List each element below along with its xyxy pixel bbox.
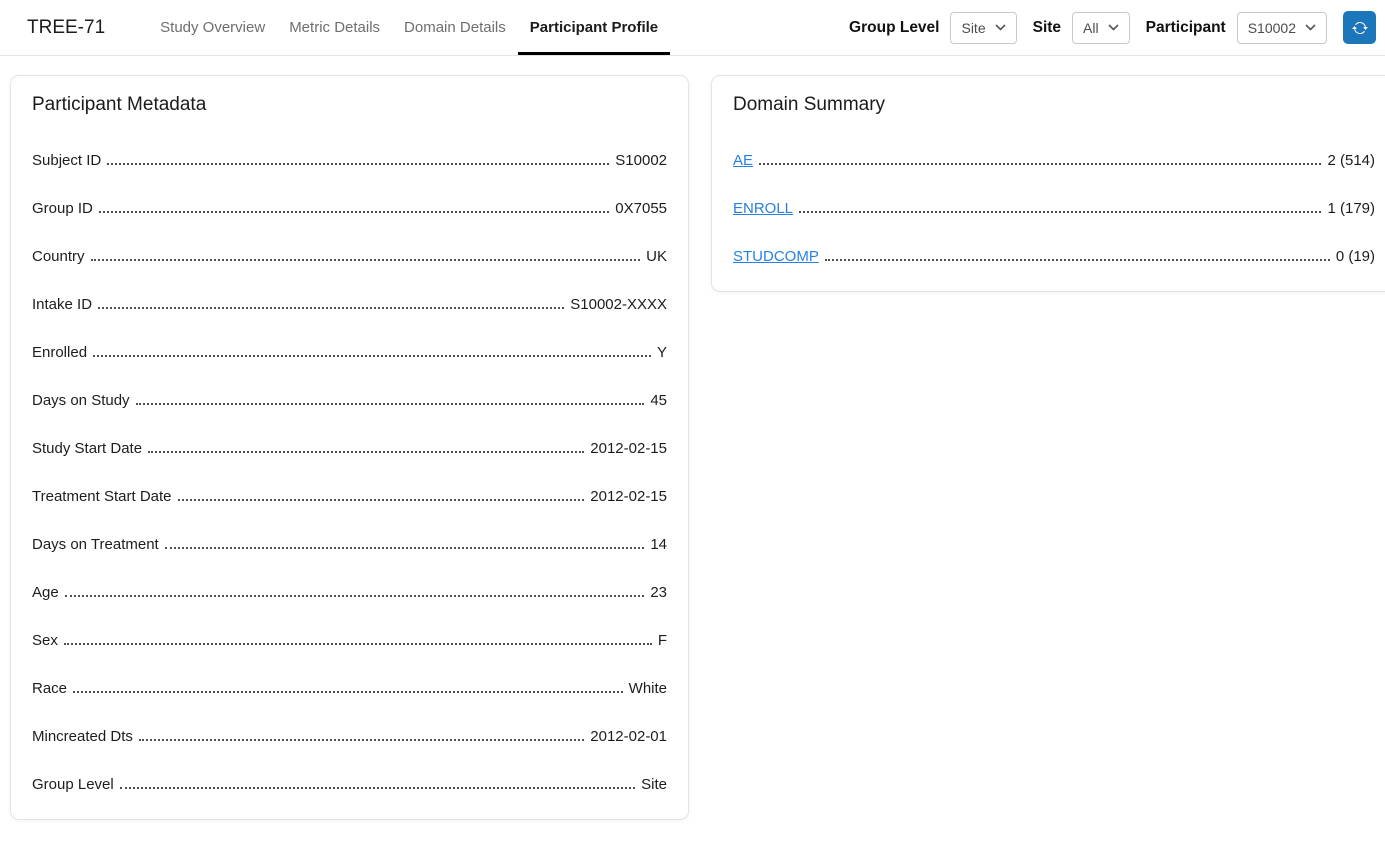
dotted-leader bbox=[824, 259, 1330, 261]
metadata-value: 23 bbox=[650, 584, 667, 601]
metadata-value: 2012-02-15 bbox=[590, 488, 667, 505]
metadata-label: Country bbox=[32, 248, 85, 265]
dotted-leader bbox=[177, 499, 585, 501]
domain-row: STUDCOMP 0 (19) bbox=[733, 233, 1375, 281]
participant-metadata-title: Participant Metadata bbox=[32, 94, 207, 115]
metadata-label: Mincreated Dts bbox=[32, 728, 133, 745]
metadata-row: Group ID 0X7055 bbox=[32, 185, 667, 233]
metadata-row: Mincreated Dts 2012-02-01 bbox=[32, 713, 667, 761]
domain-count: 2 (514) bbox=[1327, 152, 1375, 169]
dotted-leader bbox=[759, 163, 1322, 165]
metadata-row: Enrolled Y bbox=[32, 329, 667, 377]
metadata-value: Y bbox=[656, 344, 667, 361]
site-value: All bbox=[1083, 19, 1099, 36]
dotted-leader bbox=[164, 547, 645, 549]
group-level-label: Group Level bbox=[849, 18, 940, 36]
metadata-row: Age 23 bbox=[32, 569, 667, 617]
metadata-value: 0X7055 bbox=[615, 200, 667, 217]
metadata-row: Treatment Start Date 2012-02-15 bbox=[32, 473, 667, 521]
participant-value: S10002 bbox=[1247, 19, 1296, 36]
tab-metric-details[interactable]: Metric Details bbox=[289, 19, 381, 36]
metadata-row: Intake ID S10002-XXXX bbox=[32, 281, 667, 329]
metadata-label: Days on Study bbox=[32, 392, 130, 409]
metadata-row: Race White bbox=[32, 665, 667, 713]
metadata-label: Treatment Start Date bbox=[32, 488, 172, 505]
dotted-leader bbox=[119, 787, 636, 789]
tab-participant-profile[interactable]: Participant Profile bbox=[517, 0, 671, 55]
metadata-label: Group Level bbox=[32, 776, 114, 793]
dotted-leader bbox=[799, 211, 1322, 213]
dotted-leader bbox=[98, 307, 565, 309]
metadata-label: Intake ID bbox=[32, 296, 93, 313]
domain-summary-title: Domain Summary bbox=[733, 94, 886, 115]
dotted-leader bbox=[135, 403, 645, 405]
metadata-label: Subject ID bbox=[32, 152, 102, 169]
metadata-label: Age bbox=[32, 584, 59, 601]
chevron-down-icon bbox=[995, 24, 1006, 31]
main-content: Participant Metadata Subject ID S10002 G… bbox=[0, 56, 1385, 820]
metadata-label: Enrolled bbox=[32, 344, 88, 361]
metadata-value: Site bbox=[641, 776, 667, 793]
metadata-label: Race bbox=[32, 680, 68, 697]
domain-count: 0 (19) bbox=[1335, 248, 1375, 265]
dotted-leader bbox=[63, 643, 652, 645]
participant-filter: Participant S10002 bbox=[1145, 11, 1327, 44]
metadata-row: Group Level Site bbox=[32, 761, 667, 809]
participant-label: Participant bbox=[1145, 18, 1226, 36]
metadata-label: Sex bbox=[32, 632, 58, 649]
metadata-label: Group ID bbox=[32, 200, 93, 217]
participant-select[interactable]: S10002 bbox=[1236, 11, 1327, 44]
dotted-leader bbox=[64, 595, 645, 597]
domain-row: AE 2 (514) bbox=[733, 137, 1375, 185]
dotted-leader bbox=[73, 691, 623, 693]
dotted-leader bbox=[107, 163, 610, 165]
domain-link-studcomp[interactable]: STUDCOMP bbox=[733, 248, 819, 265]
nav-tabs: Study Overview Metric Details Domain Det… bbox=[148, 0, 671, 55]
metadata-row: Country UK bbox=[32, 233, 667, 281]
chevron-down-icon bbox=[1108, 24, 1119, 31]
metadata-row: Study Start Date 2012-02-15 bbox=[32, 425, 667, 473]
participant-metadata-card: Participant Metadata Subject ID S10002 G… bbox=[10, 75, 689, 820]
metadata-label: Days on Treatment bbox=[32, 536, 159, 553]
metadata-value: 14 bbox=[650, 536, 667, 553]
domain-link-enroll[interactable]: ENROLL bbox=[733, 200, 794, 217]
dotted-leader bbox=[148, 451, 585, 453]
app-title: TREE-71 bbox=[27, 16, 106, 38]
metadata-value: White bbox=[628, 680, 667, 697]
group-level-value: Site bbox=[961, 19, 986, 36]
filter-controls: Group Level Site Site All Participant S1… bbox=[849, 0, 1376, 55]
metadata-label: Study Start Date bbox=[32, 440, 143, 457]
metadata-value: 45 bbox=[650, 392, 667, 409]
metadata-row: Subject ID S10002 bbox=[32, 137, 667, 185]
top-navbar: TREE-71 Study Overview Metric Details Do… bbox=[0, 0, 1385, 56]
metadata-value: S10002-XXXX bbox=[570, 296, 667, 313]
domain-link-ae[interactable]: AE bbox=[733, 152, 754, 169]
dotted-leader bbox=[93, 355, 651, 357]
metadata-value: F bbox=[657, 632, 667, 649]
tab-study-overview[interactable]: Study Overview bbox=[160, 19, 266, 36]
site-select[interactable]: All bbox=[1072, 11, 1130, 44]
metadata-value: 2012-02-01 bbox=[590, 728, 667, 745]
tab-domain-details[interactable]: Domain Details bbox=[404, 19, 506, 36]
domain-count: 1 (179) bbox=[1327, 200, 1375, 217]
refresh-icon bbox=[1351, 20, 1368, 36]
metadata-value: UK bbox=[646, 248, 667, 265]
chevron-down-icon bbox=[1305, 24, 1316, 31]
metadata-row: Sex F bbox=[32, 617, 667, 665]
metadata-row: Days on Study 45 bbox=[32, 377, 667, 425]
metadata-value: 2012-02-15 bbox=[590, 440, 667, 457]
group-level-select[interactable]: Site bbox=[950, 11, 1017, 44]
metadata-value: S10002 bbox=[615, 152, 667, 169]
site-filter: Site All bbox=[1032, 11, 1130, 44]
domain-summary-card: Domain Summary AE 2 (514) ENROLL 1 (179)… bbox=[711, 75, 1385, 292]
dotted-leader bbox=[98, 211, 610, 213]
dotted-leader bbox=[90, 259, 641, 261]
metadata-row: Days on Treatment 14 bbox=[32, 521, 667, 569]
site-label: Site bbox=[1032, 18, 1062, 36]
refresh-button[interactable] bbox=[1343, 11, 1376, 44]
group-level-filter: Group Level Site bbox=[849, 11, 1017, 44]
dotted-leader bbox=[138, 739, 585, 741]
domain-row: ENROLL 1 (179) bbox=[733, 185, 1375, 233]
